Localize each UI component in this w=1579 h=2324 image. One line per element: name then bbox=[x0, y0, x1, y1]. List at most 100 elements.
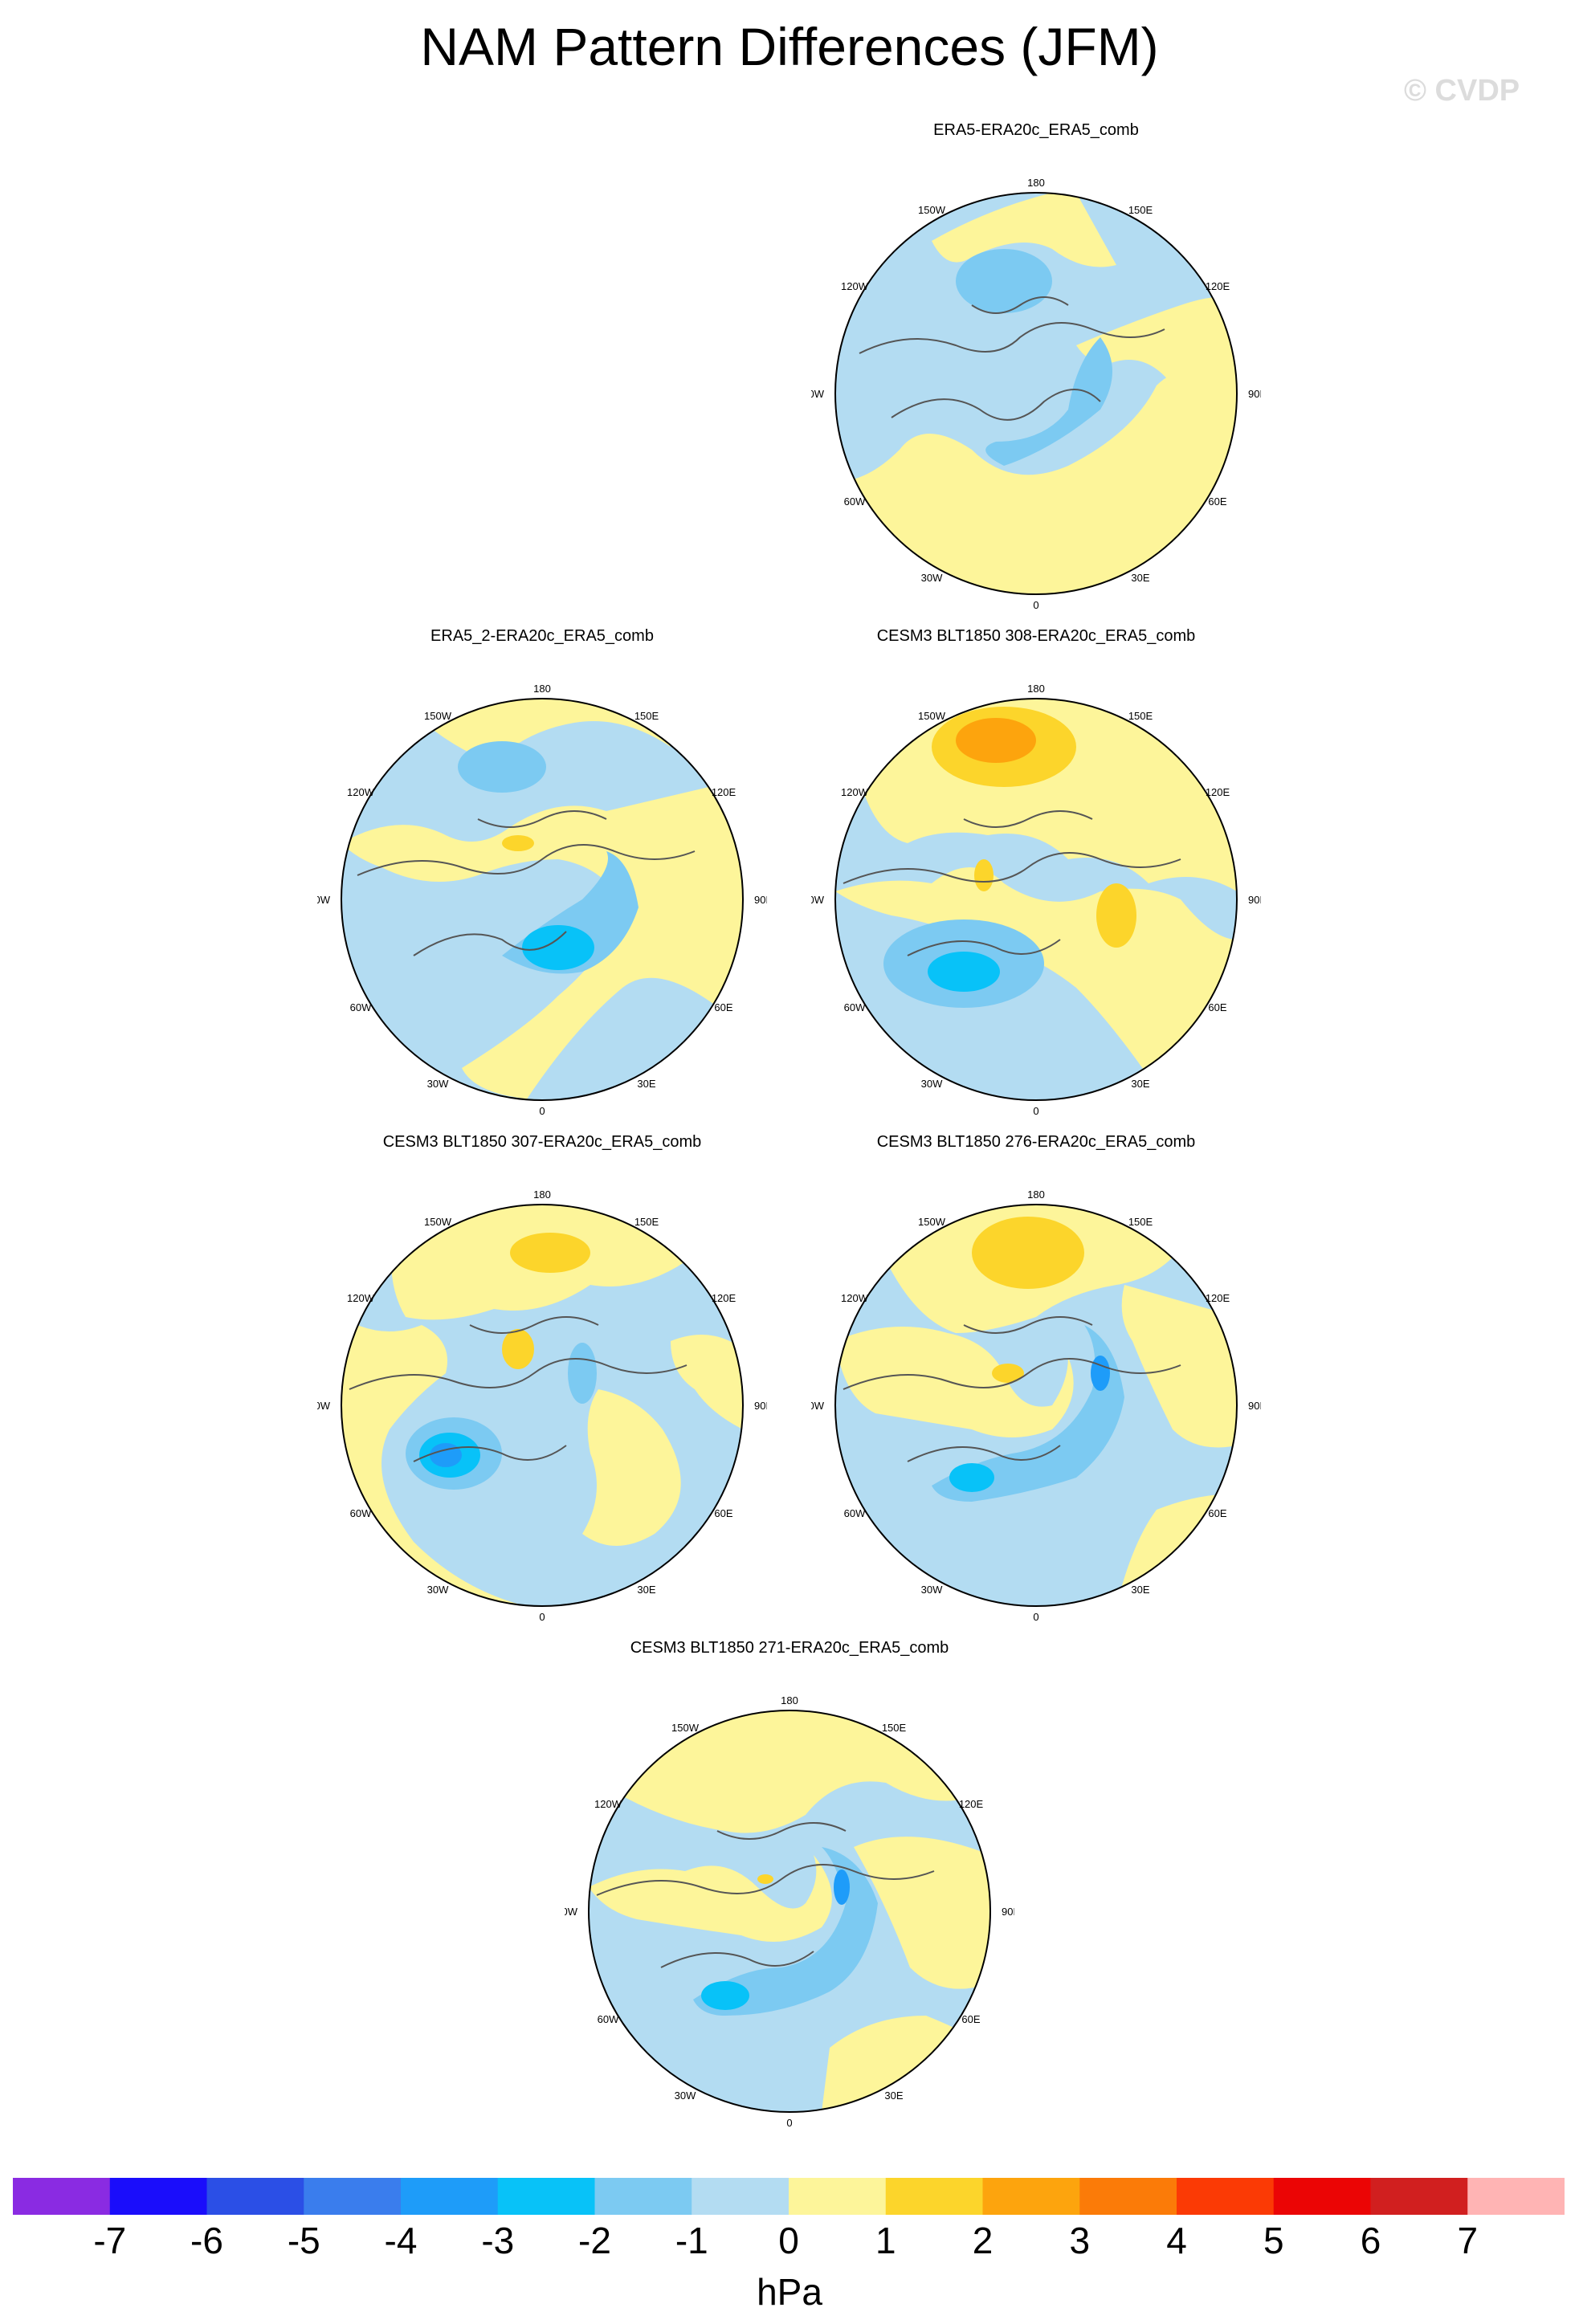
lon-label: 120W bbox=[594, 1798, 622, 1810]
lon-label: 60W bbox=[350, 1001, 372, 1013]
colorbar-tick-label: 3 bbox=[1069, 2220, 1091, 2261]
colorbar-swatch bbox=[497, 2178, 595, 2215]
lon-label: 0 bbox=[539, 1611, 545, 1623]
lon-label: 90E bbox=[1248, 894, 1261, 906]
longitude-labels: 180 150E 120E 90E 60E 30E 0 30W 60W 90W … bbox=[811, 683, 1261, 1117]
lon-label: 90W bbox=[565, 1906, 578, 1918]
colorbar-tick-label: -5 bbox=[287, 2220, 320, 2261]
colorbar-tick-label: -2 bbox=[578, 2220, 611, 2261]
lon-label: 30E bbox=[1131, 1078, 1149, 1090]
lon-label: 30E bbox=[637, 1078, 655, 1090]
lon-label: 120W bbox=[841, 786, 869, 798]
polar-map: 180 150E 120E 90E 60E 30E 0 30W 60W 90W … bbox=[317, 683, 767, 1117]
lon-label: 60E bbox=[1208, 1507, 1226, 1519]
colorbar-swatch bbox=[1079, 2178, 1177, 2215]
lon-label: 120W bbox=[841, 1292, 869, 1304]
lon-label: 30E bbox=[884, 2090, 903, 2102]
polar-map: 180 150E 120E 90E 60E 30E 0 30W 60W 90W … bbox=[565, 1694, 1014, 2129]
map-panel-era5: ERA5-ERA20c_ERA5_comb 180 150E 120E 90E … bbox=[811, 120, 1261, 634]
lon-label: 120W bbox=[347, 1292, 375, 1304]
colorbar-tick-label: -6 bbox=[190, 2220, 223, 2261]
lon-label: 150E bbox=[1128, 204, 1153, 216]
longitude-labels: 180 150E 120E 90E 60E 30E 0 30W 60W 90W … bbox=[811, 1189, 1261, 1623]
colorbar-swatch bbox=[885, 2178, 983, 2215]
map-panel-cesm3-276: CESM3 BLT1850 276-ERA20c_ERA5_comb 180 1… bbox=[811, 1132, 1261, 1646]
panel-title: CESM3 BLT1850 276-ERA20c_ERA5_comb bbox=[876, 1133, 1196, 1151]
polar-map: 180 150E 120E 90E 60E 30E 0 30W 60W 90W … bbox=[811, 683, 1261, 1117]
lon-label: 150E bbox=[1128, 710, 1153, 722]
lon-label: 150E bbox=[882, 1722, 907, 1734]
colorbar-swatch bbox=[1177, 2178, 1275, 2215]
longitude-labels: 180 150E 120E 90E 60E 30E 0 30W 60W 90W … bbox=[317, 1189, 767, 1623]
panel-title: CESM3 BLT1850 308-ERA20c_ERA5_comb bbox=[876, 627, 1196, 645]
longitude-labels: 180 150E 120E 90E 60E 30E 0 30W 60W 90W … bbox=[317, 683, 767, 1117]
colorbar-swatch bbox=[1370, 2178, 1468, 2215]
lon-label: 150E bbox=[634, 710, 659, 722]
lon-label: 90E bbox=[1002, 1906, 1014, 1918]
lon-label: 180 bbox=[781, 1694, 798, 1706]
lon-label: 0 bbox=[786, 2117, 792, 2129]
colorbar-swatch bbox=[692, 2178, 790, 2215]
panel-title: CESM3 BLT1850 307-ERA20c_ERA5_comb bbox=[382, 1133, 702, 1151]
lon-label: 60W bbox=[844, 1507, 866, 1519]
colorbar-swatch bbox=[401, 2178, 499, 2215]
lon-label: 120W bbox=[347, 786, 375, 798]
lon-label: 150W bbox=[918, 204, 946, 216]
colorbar-swatch bbox=[982, 2178, 1080, 2215]
map-panel-cesm3-271: CESM3 BLT1850 271-ERA20c_ERA5_comb 180 1… bbox=[565, 1638, 1014, 2152]
colorbar-swatch bbox=[206, 2178, 304, 2215]
colorbar-labels: -7 -6 -5 -4 -3 -2 -1 0 1 2 3 4 5 6 7 bbox=[0, 2218, 1579, 2269]
lon-label: 150W bbox=[424, 1216, 452, 1228]
lon-label: 150E bbox=[634, 1216, 659, 1228]
lon-label: 90E bbox=[1248, 388, 1261, 400]
longitude-labels: 180 150E 120E 90E 60E 30E 0 30W 60W 90W … bbox=[565, 1694, 1014, 2129]
lon-label: 120W bbox=[841, 280, 869, 292]
lon-label: 30W bbox=[921, 1584, 943, 1596]
lon-label: 30W bbox=[675, 2090, 696, 2102]
lon-label: 90W bbox=[317, 1400, 331, 1412]
lon-label: 150E bbox=[1128, 1216, 1153, 1228]
colorbar-swatch bbox=[594, 2178, 692, 2215]
colorbar-tick-label: 5 bbox=[1263, 2220, 1284, 2261]
polar-map: 180 150E 120E 90E 60E 30E 0 30W 60W 90W … bbox=[811, 1189, 1261, 1623]
lon-label: 30W bbox=[921, 1078, 943, 1090]
colorbar-swatch bbox=[109, 2178, 207, 2215]
map-panel-cesm3-308: CESM3 BLT1850 308-ERA20c_ERA5_comb 180 1… bbox=[811, 626, 1261, 1140]
colorbar-tick-label: 2 bbox=[972, 2220, 994, 2261]
lon-label: 120E bbox=[712, 786, 736, 798]
colorbar-swatch bbox=[13, 2178, 111, 2215]
lon-label: 60W bbox=[350, 1507, 372, 1519]
colorbar-tick-label: 0 bbox=[778, 2220, 799, 2261]
lon-label: 30E bbox=[637, 1584, 655, 1596]
lon-label: 30W bbox=[427, 1584, 449, 1596]
polar-map: 180 150E 120E 90E 60E 30E 0 30W 60W 90W … bbox=[811, 177, 1261, 611]
polar-map: 180 150E 120E 90E 60E 30E 0 30W 60W 90W … bbox=[317, 1189, 767, 1623]
colorbar-tick-label: -7 bbox=[93, 2220, 127, 2261]
colorbar-swatch bbox=[789, 2178, 887, 2215]
lon-label: 150W bbox=[424, 710, 452, 722]
colorbar-tick-label: 1 bbox=[875, 2220, 896, 2261]
colorbar-tick-label: 7 bbox=[1457, 2220, 1479, 2261]
lon-label: 60E bbox=[961, 2013, 980, 2025]
lon-label: 60E bbox=[714, 1507, 732, 1519]
cvdp-watermark: © CVDP bbox=[1404, 74, 1520, 108]
lon-label: 0 bbox=[1033, 599, 1038, 611]
lon-label: 90W bbox=[811, 388, 825, 400]
panel-title: CESM3 BLT1850 271-ERA20c_ERA5_comb bbox=[630, 1639, 949, 1657]
lon-label: 60E bbox=[1208, 495, 1226, 508]
longitude-labels: 180 150E 120E 90E 60E 30E 0 30W 60W 90W … bbox=[811, 177, 1261, 611]
lon-label: 30E bbox=[1131, 1584, 1149, 1596]
lon-label: 30W bbox=[921, 572, 943, 584]
lon-label: 60W bbox=[844, 1001, 866, 1013]
lon-label: 150W bbox=[918, 710, 946, 722]
colorbar-swatch bbox=[1467, 2178, 1565, 2215]
lon-label: 90W bbox=[811, 1400, 825, 1412]
lon-label: 60W bbox=[844, 495, 866, 508]
lon-label: 120E bbox=[1206, 280, 1230, 292]
lon-label: 0 bbox=[539, 1105, 545, 1117]
lon-label: 180 bbox=[1027, 177, 1045, 189]
map-panel-era5-2: ERA5_2-ERA20c_ERA5_comb 180 150E 120E 90… bbox=[317, 626, 767, 1140]
lon-label: 60E bbox=[1208, 1001, 1226, 1013]
lon-label: 0 bbox=[1033, 1611, 1038, 1623]
lon-label: 120E bbox=[1206, 1292, 1230, 1304]
